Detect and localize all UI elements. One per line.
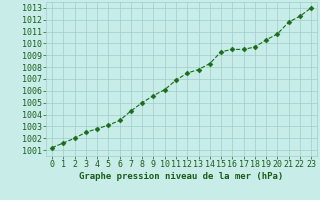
X-axis label: Graphe pression niveau de la mer (hPa): Graphe pression niveau de la mer (hPa)	[79, 172, 284, 181]
